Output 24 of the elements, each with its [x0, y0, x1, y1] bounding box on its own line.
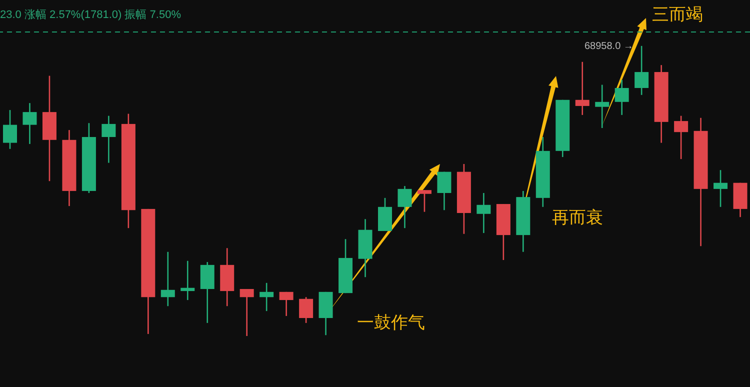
candlestick — [634, 45, 649, 96]
candlestick — [437, 171, 452, 211]
candlestick — [417, 189, 432, 212]
candlestick — [714, 169, 728, 208]
candlestick — [299, 296, 314, 324]
candlestick — [160, 251, 175, 307]
candlestick — [674, 115, 688, 160]
candlestick — [398, 185, 412, 229]
candlestick — [22, 102, 37, 145]
candlestick — [240, 288, 254, 336]
candlestick — [279, 291, 294, 317]
candlestick — [260, 282, 274, 312]
candlestick — [476, 192, 491, 234]
candlestick — [102, 115, 116, 164]
candlestick — [614, 79, 629, 116]
text: 三而竭 — [652, 5, 703, 24]
candlestick — [575, 61, 590, 116]
candlestick — [595, 84, 610, 129]
text: 23.0 涨幅 2.57%(1781.0) 振幅 7.50% — [0, 9, 182, 21]
annotation: 一鼓作气 — [357, 313, 425, 332]
candlestick — [3, 109, 17, 150]
annotation: 再而衰 — [552, 208, 603, 227]
candlestick — [180, 260, 195, 301]
annotation: 68958.0 → — [584, 40, 634, 52]
